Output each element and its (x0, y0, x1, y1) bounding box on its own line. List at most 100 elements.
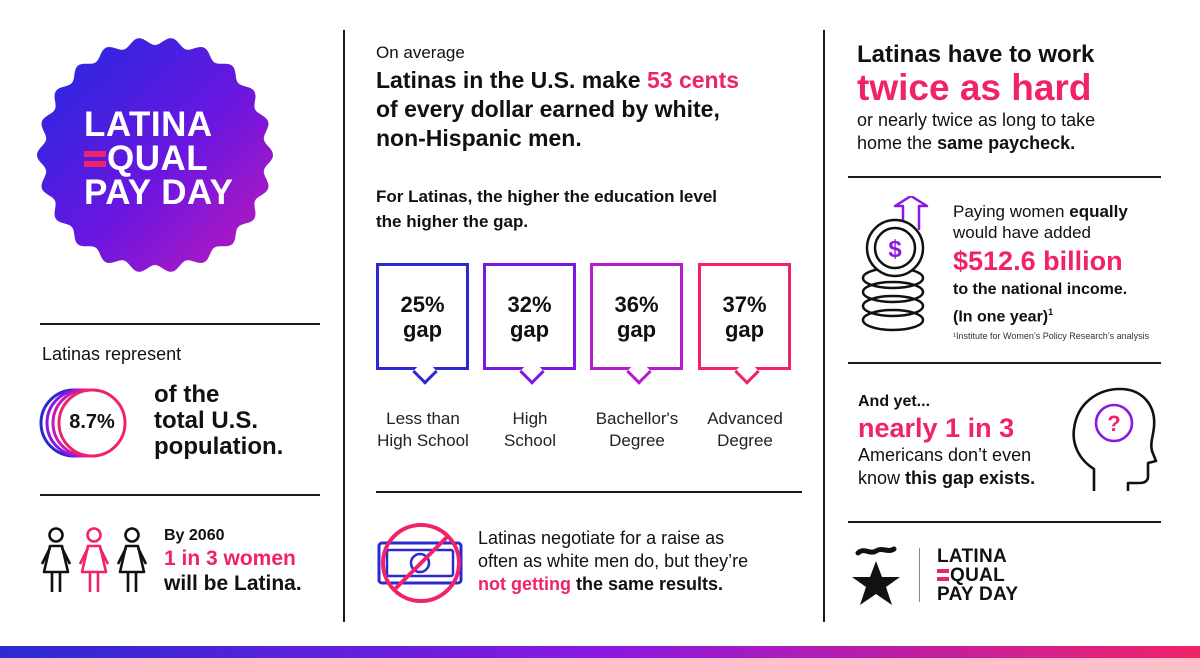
gap-label-line1: Advanced (707, 409, 783, 428)
gap-label-line2: High School (377, 431, 469, 450)
star-logo-icon (850, 545, 902, 607)
gap-percent: 32% (507, 292, 552, 317)
negotiate-line3: the same results. (570, 574, 724, 594)
divider (40, 323, 320, 325)
gap-label: Bachellor's Degree (577, 408, 697, 452)
awareness-line1: And yet... (858, 393, 931, 410)
badge: LATINA QUAL PAY DAY (30, 30, 280, 280)
education-intro: For Latinas, the higher the education le… (376, 184, 717, 234)
gap-word: gap (509, 317, 550, 342)
income-line2: would have added (953, 223, 1092, 242)
gap-label: Less than High School (363, 408, 483, 452)
logo-equal-icon (937, 569, 949, 582)
badge-line2: QUAL (107, 139, 209, 178)
gap-label: High School (470, 408, 590, 452)
head-question-icon: ? (1068, 385, 1158, 495)
population-circles: 8.7% (36, 386, 136, 460)
three-women-icon (38, 526, 150, 594)
gap-label-line1: High (512, 409, 548, 428)
bottom-gradient-bar (0, 646, 1200, 658)
negotiate-highlight: not getting (478, 574, 571, 594)
population-text: of the total U.S. population. (154, 382, 283, 460)
income-sup: 1 (1048, 307, 1054, 317)
work-line2: or nearly twice as long to take (857, 110, 1096, 130)
income-footnote: ¹Institute for Women’s Policy Research’s… (953, 331, 1150, 342)
average-intro: On average (376, 43, 465, 62)
headline-highlight: 53 cents (646, 67, 740, 93)
income-block: Paying women equally would have added $5… (953, 201, 1149, 344)
divider (40, 494, 320, 496)
headline-part-c: non-Hispanic men. (376, 125, 582, 151)
average-headline: Latinas in the U.S. make 53 cents of eve… (376, 66, 816, 153)
divider (848, 521, 1161, 523)
education-intro-line2: the higher the gap. (376, 212, 529, 231)
logo-line1: LATINA (937, 546, 1008, 567)
income-line1-a: Paying women (953, 202, 1070, 221)
gap-box: 36% gap (590, 263, 683, 385)
population-line2: total U.S. (154, 407, 259, 434)
gap-percent: 25% (400, 292, 445, 317)
gap-label-line2: Degree (717, 431, 773, 450)
gap-percent: 37% (722, 292, 767, 317)
gap-box: 25% gap (376, 263, 469, 385)
callout-tail (519, 359, 545, 385)
population-intro: Latinas represent (42, 344, 182, 364)
population-value: 8.7% (69, 411, 115, 433)
divider (376, 491, 802, 493)
callout-tail (626, 359, 652, 385)
gap-word: gap (724, 317, 765, 342)
gap-label-line2: Degree (609, 431, 665, 450)
future-line1: By 2060 (164, 527, 225, 544)
work-line3-a: home the (857, 133, 938, 153)
awareness-block: And yet... nearly 1 in 3 Americans don’t… (858, 392, 1035, 489)
population-line1: of the (154, 381, 220, 408)
footer-logo: LATINA QUAL PAY DAY (937, 547, 1018, 604)
divider (848, 176, 1161, 178)
callout-tail (412, 359, 438, 385)
stacked-circles-icon (39, 388, 127, 458)
gap-label: Advanced Degree (685, 408, 805, 452)
work-highlight: twice as hard (857, 67, 1092, 108)
awareness-line2: Americans don’t even (858, 445, 1032, 465)
work-line3-b: same paycheck. (937, 133, 1076, 153)
logo-divider (919, 548, 920, 602)
gap-word: gap (616, 317, 657, 342)
column-divider (343, 30, 345, 622)
income-amount: $512.6 billion (953, 246, 1123, 276)
gap-percent: 36% (614, 292, 659, 317)
logo-line3: PAY DAY (937, 584, 1019, 605)
gap-box: 32% gap (483, 263, 576, 385)
equal-sign-icon (84, 147, 106, 171)
future-line3: will be Latina. (164, 572, 302, 595)
negotiate-text: Latinas negotiate for a raise as often a… (478, 527, 808, 596)
awareness-highlight: nearly 1 in 3 (858, 413, 1015, 443)
negotiate-line1: Latinas negotiate for a raise as (478, 528, 725, 548)
svg-text:?: ? (1107, 411, 1120, 436)
negotiate-line2: often as white men do, but they’re (478, 551, 749, 571)
gap-label-line1: Less than (386, 409, 460, 428)
logo-line2: QUAL (950, 565, 1006, 586)
badge-line1: LATINA (84, 105, 213, 144)
coins-arrow-icon: $ (855, 194, 935, 336)
income-line4: (In one year) (953, 308, 1049, 326)
income-line3: to the national income. (953, 281, 1128, 298)
population-line3: population. (154, 433, 284, 460)
divider (848, 362, 1161, 364)
gap-label-line1: Bachellor's (595, 409, 679, 428)
awareness-line3-b: this gap exists. (905, 468, 1036, 488)
work-block: Latinas have to work twice as hard or ne… (857, 42, 1095, 154)
scalloped-badge-icon (37, 38, 273, 272)
gap-label-line2: School (504, 431, 556, 450)
callout-tail (734, 359, 760, 385)
gap-box: 37% gap (698, 263, 791, 385)
column-divider (823, 30, 825, 622)
future-line2: 1 in 3 women (164, 547, 296, 570)
svg-text:$: $ (888, 236, 902, 263)
awareness-line3-a: know (858, 468, 906, 488)
education-intro-line1: For Latinas, the higher the education le… (376, 187, 718, 206)
headline-part-a: Latinas in the U.S. make (376, 67, 647, 93)
work-line1: Latinas have to work (857, 41, 1095, 68)
no-money-icon (376, 518, 466, 608)
gap-word: gap (402, 317, 443, 342)
income-line1-b: equally (1069, 202, 1128, 221)
